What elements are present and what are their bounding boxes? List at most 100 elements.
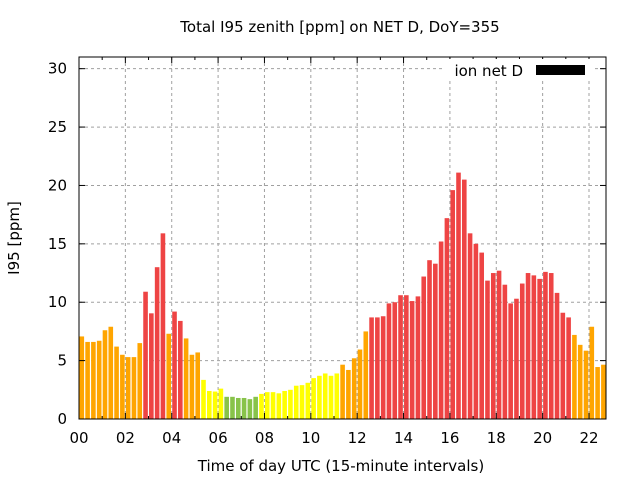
bar	[479, 252, 484, 419]
bar	[566, 317, 571, 419]
bar	[409, 301, 415, 419]
bar	[583, 350, 589, 419]
y-tick-label: 0	[57, 410, 67, 428]
bar	[421, 276, 427, 419]
bar	[270, 392, 276, 419]
bar	[288, 389, 293, 419]
bar	[114, 346, 119, 419]
y-tick-label: 30	[48, 60, 67, 78]
bar	[230, 396, 235, 419]
bar	[490, 273, 496, 419]
bar	[328, 375, 334, 419]
bar	[282, 390, 287, 419]
x-tick-label: 08	[255, 429, 274, 447]
legend-label: ion net D	[454, 62, 523, 80]
bar	[108, 326, 114, 419]
bar	[143, 291, 148, 419]
bar	[247, 399, 253, 419]
bar	[450, 190, 456, 419]
bar	[293, 385, 299, 419]
legend: ion net D	[445, 59, 595, 81]
bar	[398, 295, 403, 419]
bar	[125, 357, 131, 419]
bar	[189, 354, 195, 419]
bar	[322, 373, 328, 419]
bar	[438, 241, 444, 419]
bar	[259, 393, 264, 419]
bar	[264, 392, 270, 419]
x-tick-label: 00	[69, 429, 88, 447]
bar	[357, 349, 363, 419]
y-tick-label: 25	[48, 118, 67, 136]
bar	[334, 373, 340, 419]
bar	[467, 233, 473, 419]
bar	[392, 302, 398, 419]
bar	[91, 341, 96, 419]
bar	[299, 385, 305, 419]
bar	[201, 379, 206, 419]
x-tick-label: 16	[440, 429, 459, 447]
bar	[85, 341, 90, 419]
bar	[508, 303, 513, 419]
legend-swatch	[536, 65, 585, 75]
bar	[427, 260, 432, 419]
bar	[183, 338, 189, 419]
x-tick-label: 20	[533, 429, 552, 447]
bar	[120, 354, 125, 419]
bar	[154, 267, 160, 419]
bar	[166, 333, 172, 419]
bar	[311, 378, 316, 419]
bar	[386, 303, 392, 419]
bar	[444, 218, 450, 419]
bar	[456, 172, 461, 419]
x-tick-label: 22	[579, 429, 598, 447]
x-tick-label: 04	[162, 429, 181, 447]
bar	[224, 396, 229, 419]
ticks: 0 5 10 15 20 25 30 00 02 04 06 08 10 12 14 16 18 20 22	[48, 57, 606, 447]
bar	[178, 320, 183, 419]
x-tick-label: 18	[487, 429, 506, 447]
bar	[102, 330, 108, 419]
bar	[462, 179, 467, 419]
y-tick-label: 20	[48, 176, 67, 194]
bar	[195, 352, 201, 419]
x-tick-label: 12	[348, 429, 367, 447]
bar	[317, 375, 322, 419]
x-tick-label: 14	[394, 429, 413, 447]
bar	[473, 243, 479, 419]
bar	[212, 391, 218, 419]
grid	[79, 57, 606, 419]
bar	[502, 284, 508, 419]
bar	[380, 316, 386, 419]
x-tick-label: 06	[209, 429, 228, 447]
bar	[577, 344, 583, 419]
bar	[172, 311, 177, 419]
chart-title: Total I95 zenith [ppm] on NET D, DoY=355	[179, 18, 499, 36]
bar	[554, 292, 560, 419]
bar	[79, 336, 85, 419]
bar	[519, 283, 525, 419]
x-tick-label: 02	[116, 429, 135, 447]
bar	[525, 273, 531, 419]
bar	[543, 271, 548, 419]
bar	[485, 280, 490, 419]
bar	[137, 343, 143, 419]
bar	[351, 358, 357, 419]
y-tick-label: 15	[48, 235, 67, 253]
bar	[537, 278, 542, 419]
bar	[589, 326, 595, 419]
x-tick-label: 10	[301, 429, 320, 447]
bar	[305, 382, 311, 419]
bar	[514, 298, 519, 419]
bar	[363, 331, 369, 419]
bar	[276, 393, 282, 419]
bar	[560, 312, 566, 419]
plot-frame	[78, 56, 607, 420]
bar	[595, 367, 600, 419]
bar	[404, 295, 409, 419]
bar	[218, 388, 224, 419]
y-tick-label: 10	[48, 293, 67, 311]
bar	[241, 397, 247, 419]
bar	[572, 334, 577, 419]
